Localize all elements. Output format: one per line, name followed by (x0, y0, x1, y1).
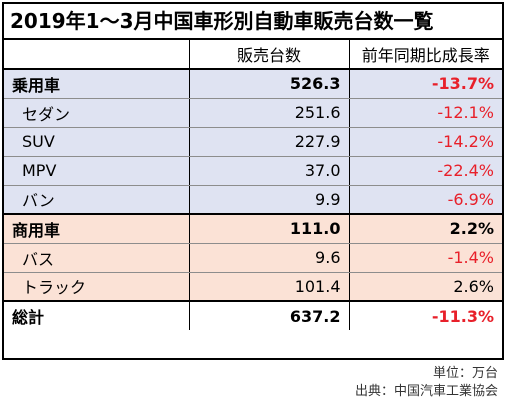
header-growth: 前年同期比成長率 (349, 40, 502, 70)
row-label: バス (4, 243, 190, 273)
sales-table: 販売台数 前年同期比成長率 乗用車 526.3 -13.7% セダン 251.6 -12.… (4, 40, 502, 330)
row-label: トラック (4, 272, 190, 302)
row-sales-value: 637.2 (189, 300, 350, 330)
row-label: 乗用車 (4, 69, 190, 99)
row-sales-value: 9.6 (189, 243, 350, 273)
table-row: 商用車 111.0 2.2% (4, 214, 502, 244)
row-growth-value: 2.2% (349, 214, 502, 244)
table-frame: 2019年1～3月中国車形別自動車販売台数一覧 販売台数 前年同期比成長率 乗用… (2, 2, 504, 360)
row-growth-value: -1.4% (349, 243, 502, 273)
table-row: セダン 251.6 -12.1% (4, 98, 502, 128)
row-sales-value: 37.0 (189, 156, 350, 186)
row-label: バン (4, 185, 190, 215)
row-label: 総計 (4, 300, 190, 330)
row-growth-value: -6.9% (349, 185, 502, 215)
row-growth-value: -14.2% (349, 127, 502, 157)
row-label: SUV (4, 127, 190, 157)
row-label: MPV (4, 156, 190, 186)
row-label: 商用車 (4, 214, 190, 244)
header-category (4, 40, 190, 70)
row-growth-value: -11.3% (349, 300, 502, 330)
table-row: バス 9.6 -1.4% (4, 243, 502, 273)
source-note: 出典：中国汽車工業協会 (354, 384, 498, 399)
header-row: 販売台数 前年同期比成長率 (4, 40, 502, 70)
row-growth-value: 2.6% (349, 272, 502, 302)
row-growth-value: -12.1% (349, 98, 502, 128)
table-title: 2019年1～3月中国車形別自動車販売台数一覧 (4, 4, 502, 40)
unit-note: 単位：万台 (432, 366, 498, 381)
row-sales-value: 526.3 (189, 69, 350, 99)
table-row: SUV 227.9 -14.2% (4, 127, 502, 157)
table-row: 総計 637.2 -11.3% (4, 300, 502, 330)
row-growth-value: -13.7% (349, 69, 502, 99)
table-row: 乗用車 526.3 -13.7% (4, 69, 502, 99)
row-growth-value: -22.4% (349, 156, 502, 186)
row-sales-value: 101.4 (189, 272, 350, 302)
row-sales-value: 227.9 (189, 127, 350, 157)
row-sales-value: 111.0 (189, 214, 350, 244)
row-sales-value: 9.9 (189, 185, 350, 215)
header-sales: 販売台数 (189, 40, 350, 70)
table-row: MPV 37.0 -22.4% (4, 156, 502, 186)
table-row: トラック 101.4 2.6% (4, 272, 502, 302)
table-row: バン 9.9 -6.9% (4, 185, 502, 215)
row-label: セダン (4, 98, 190, 128)
row-sales-value: 251.6 (189, 98, 350, 128)
